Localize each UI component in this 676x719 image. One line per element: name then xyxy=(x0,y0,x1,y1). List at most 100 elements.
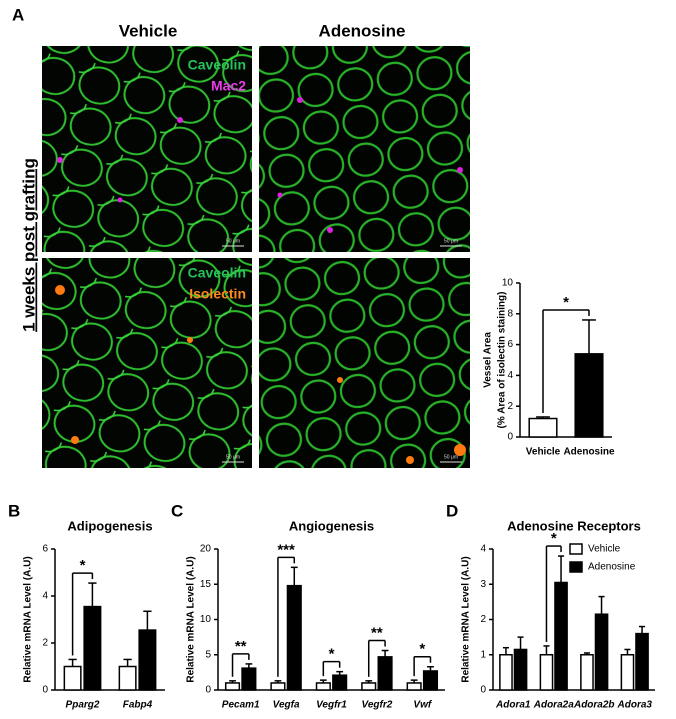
legend-label: Adenosine xyxy=(588,562,636,573)
isolectin-dots xyxy=(55,285,466,464)
legend-swatch xyxy=(569,561,583,573)
y-tick-label: 8 xyxy=(507,308,513,319)
bar xyxy=(315,682,331,691)
bar xyxy=(580,654,594,691)
bar xyxy=(594,613,609,691)
x-tick-label: Vwf xyxy=(413,700,432,711)
x-tick-label: Adora3 xyxy=(617,700,653,711)
y-tick-label: 0 xyxy=(507,432,513,443)
bar xyxy=(83,605,102,691)
bar xyxy=(406,682,422,691)
y-tick-label: 0 xyxy=(480,685,486,696)
y-tick-label: 4 xyxy=(42,591,48,602)
x-tick-label: Fabp4 xyxy=(123,700,153,711)
y-axis-label: Relative mRNA Level (A.U) xyxy=(461,556,472,682)
x-tick-label: Vegfr1 xyxy=(316,700,347,711)
y-tick-label: 10 xyxy=(502,278,514,289)
y-tick-label: 2 xyxy=(507,401,513,412)
bar xyxy=(554,581,568,691)
scale-bar-lines xyxy=(222,245,462,463)
bar xyxy=(118,665,137,691)
y-tick-label: 6 xyxy=(507,339,513,350)
significance-label: * xyxy=(329,646,335,663)
bar xyxy=(138,629,157,691)
y-tick-label: 6 xyxy=(42,544,48,555)
row-label: 1 weeks post grafting xyxy=(19,158,38,332)
x-tick-label: Adora1 xyxy=(495,700,531,711)
y-tick-label: 4 xyxy=(507,370,513,381)
bar xyxy=(332,674,348,691)
x-tick-label: Adora2a xyxy=(533,700,574,711)
significance-label: * xyxy=(563,294,569,311)
significance-label: * xyxy=(551,530,557,547)
significance-label: * xyxy=(419,641,425,658)
x-tick-label: Adenosine xyxy=(563,447,615,458)
stain-label: Isolectin xyxy=(189,286,246,302)
bar xyxy=(635,632,649,691)
panel-label: A xyxy=(12,5,24,24)
y-axis-label: Vessel Area xyxy=(483,332,494,388)
x-tick-label: Vegfr2 xyxy=(362,700,393,711)
y-tick-label: 3 xyxy=(480,579,486,590)
significance-label: ** xyxy=(235,638,247,655)
bar xyxy=(63,665,82,691)
y-tick-label: 2 xyxy=(42,638,48,649)
panel-label: B xyxy=(8,501,20,520)
image-vehicle-isolectin xyxy=(42,258,252,468)
x-tick-label: Vegfa xyxy=(273,700,300,711)
mac2-dots xyxy=(57,97,463,233)
significance-label: *** xyxy=(277,541,295,558)
y-tick-label: 4 xyxy=(480,544,486,555)
bar xyxy=(377,656,393,691)
panel-label: C xyxy=(171,501,183,520)
y-tick-label: 15 xyxy=(200,579,212,590)
bar xyxy=(528,417,558,438)
stain-label: Caveolin xyxy=(188,57,246,73)
x-tick-label: Pparg2 xyxy=(66,700,100,711)
bar xyxy=(620,654,635,691)
stain-label: Mac2 xyxy=(211,78,246,94)
y-axis-label: Relative mRNA Level (A.U) xyxy=(186,556,197,682)
y-tick-label: 1 xyxy=(480,649,486,660)
y-tick-label: 0 xyxy=(42,685,48,696)
bar xyxy=(286,584,302,691)
legend-swatch xyxy=(569,543,583,555)
column-title: Adenosine xyxy=(319,21,406,40)
bar xyxy=(513,648,528,691)
y-tick-label: 5 xyxy=(205,649,211,660)
panel-label: D xyxy=(446,501,458,520)
bar xyxy=(499,654,513,691)
significance-label: * xyxy=(80,557,86,574)
y-tick-label: 20 xyxy=(200,544,212,555)
chart-title: Angiogenesis xyxy=(289,518,374,533)
scale-bar-label: 50 μm xyxy=(226,238,240,244)
bar xyxy=(224,682,241,691)
bar xyxy=(574,353,604,438)
micrographs xyxy=(42,46,470,468)
column-title: Vehicle xyxy=(119,21,178,40)
y-tick-label: 2 xyxy=(480,614,486,625)
x-tick-label: Pecam1 xyxy=(222,700,260,711)
scale-bar-label: 50 μm xyxy=(444,454,458,460)
y-tick-label: 10 xyxy=(200,614,212,625)
bar xyxy=(539,654,554,691)
bar xyxy=(270,682,286,691)
bar xyxy=(422,670,439,691)
image-adenosine-mac2 xyxy=(259,46,470,252)
bar xyxy=(361,682,377,691)
stain-label: Caveolin xyxy=(188,265,246,281)
scale-bar-label: 50 μm xyxy=(444,238,458,244)
scale-bar-label: 50 μm xyxy=(226,454,240,460)
legend-label: Vehicle xyxy=(588,544,621,555)
bar xyxy=(241,667,257,691)
image-adenosine-isolectin xyxy=(259,258,470,468)
image-vehicle-mac2 xyxy=(42,46,252,252)
y-axis-label: Relative mRNA Level (A.U) xyxy=(23,556,34,682)
x-tick-label: Adora2b xyxy=(573,700,615,711)
chart-title: Adipogenesis xyxy=(67,518,152,533)
y-axis-label: (% Area of isolectin staining) xyxy=(497,292,508,429)
chart-title: Adenosine Receptors xyxy=(507,518,641,533)
significance-label: ** xyxy=(371,624,383,641)
y-tick-label: 0 xyxy=(205,685,211,696)
